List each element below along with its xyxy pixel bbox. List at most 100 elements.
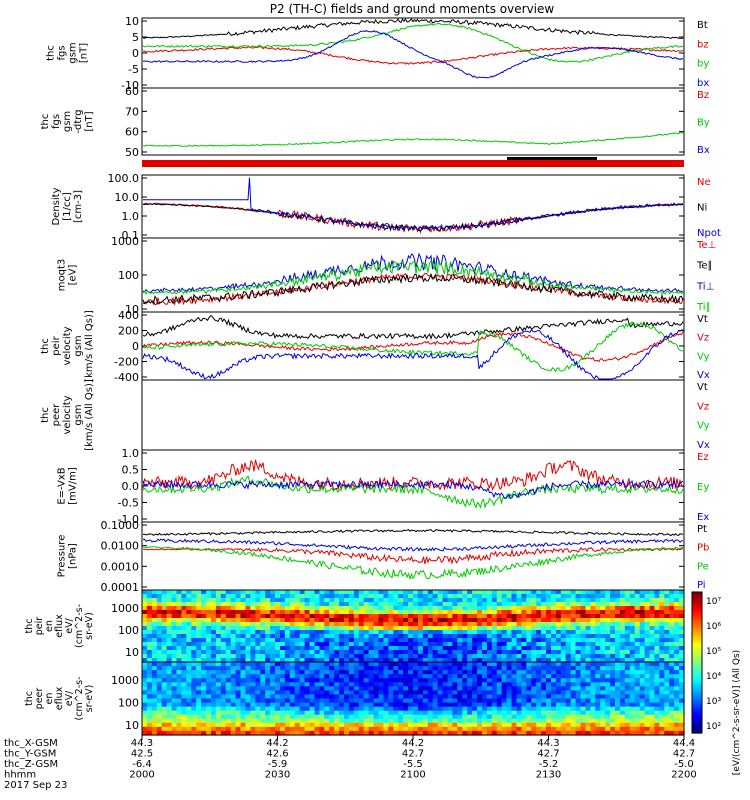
spectrogram-cell [206, 650, 212, 655]
spectrogram-cell [422, 666, 429, 671]
spectrogram-cell [452, 662, 458, 667]
spectrogram-cell [250, 594, 256, 599]
spectrogram-cell [575, 678, 582, 683]
spectrogram-cell [595, 670, 601, 675]
spectrogram-cell [442, 626, 449, 631]
spectrogram-cell [294, 626, 301, 631]
spectrogram-cell [565, 702, 572, 708]
spectrogram-cell [565, 730, 572, 736]
spectrogram-cell [353, 706, 360, 712]
spectrogram-cell [324, 682, 330, 687]
spectrogram-cell [639, 594, 646, 599]
spectrogram-cell [575, 602, 582, 607]
spectrogram-cell [619, 670, 626, 675]
spectrogram-cell [388, 606, 394, 611]
legend-bz: bz [697, 39, 709, 50]
spectrogram-cell [477, 658, 483, 663]
legend-ne: Ne [697, 177, 711, 188]
spectrogram-cell [156, 658, 163, 663]
spectrogram-cell [610, 626, 616, 631]
spectrogram-cell [511, 706, 517, 712]
spectrogram-cell [639, 718, 646, 724]
spectrogram-cell [142, 678, 148, 683]
y-tick-label: 0.0100 [101, 540, 140, 553]
x-axis-row-label: 2017 Sep 23 [4, 780, 67, 791]
spectrogram-cell [275, 654, 281, 659]
spectrogram-cell [151, 606, 158, 611]
spectrogram-cell [294, 618, 301, 623]
spectrogram-cell [358, 690, 365, 696]
spectrogram-cell [634, 614, 641, 619]
spectrogram-cell [206, 714, 212, 720]
spectrogram-cell [319, 610, 325, 615]
spectrogram-cell [595, 646, 601, 651]
spectrogram-cell [383, 730, 389, 736]
spectrogram-cell [388, 618, 394, 623]
x-tick-label: -5.9 [268, 759, 288, 770]
spectrogram-cell [166, 626, 173, 631]
spectrogram-cell [659, 610, 665, 615]
spectrogram-cell [432, 726, 439, 732]
spectrogram-cell [413, 646, 419, 651]
spectrogram-cell [644, 658, 651, 663]
spectrogram-cell [304, 690, 311, 696]
spectrogram-cell [491, 618, 498, 623]
spectrogram-cell [294, 614, 301, 619]
spectrogram-cell [634, 698, 641, 704]
spectrogram-cell [166, 594, 173, 599]
spectrogram-cell [408, 638, 414, 643]
spectrogram-cell [171, 590, 178, 595]
spectrogram-cell [467, 710, 473, 716]
spectrogram-cell [472, 654, 478, 659]
spectrogram-cell [339, 682, 345, 687]
spectrogram-cell [398, 682, 404, 687]
spectrogram-cell [575, 702, 582, 708]
spectrogram-cell [526, 726, 532, 732]
spectrogram-cell [570, 686, 577, 691]
spectrogram-cell [536, 726, 542, 732]
spectrogram-cell [501, 670, 508, 675]
spectrogram-cell [472, 598, 478, 603]
spectrogram-cell [201, 694, 207, 700]
spectrogram-cell [408, 662, 414, 667]
spectrogram-cell [442, 602, 449, 607]
spectrogram-cell [309, 590, 315, 595]
spectrogram-cell [339, 702, 345, 708]
spectrogram-cell [171, 654, 178, 659]
spectrogram-cell [176, 650, 182, 655]
spectrogram-cell [639, 614, 646, 619]
spectrogram-cell [230, 590, 237, 595]
spectrogram-cell [358, 614, 365, 619]
spectrogram-cell [206, 682, 212, 687]
spectrogram-cell [605, 594, 611, 599]
spectrogram-cell [220, 730, 227, 736]
spectrogram-cell [161, 666, 168, 671]
spectrogram-cell [270, 710, 276, 716]
spectrogram-cell [206, 606, 212, 611]
legend-ey: Ey [697, 482, 709, 493]
spectrogram-cell [373, 666, 380, 671]
spectrogram-cell [161, 710, 168, 716]
spectrogram-cell [393, 606, 399, 611]
spectrogram-cell [265, 630, 271, 635]
spectrogram-cell [206, 678, 212, 683]
spectrogram-cell [501, 634, 508, 639]
spectrogram-cell [250, 682, 256, 687]
spectrogram-cell [565, 630, 572, 635]
y-axis-label: peer [51, 403, 62, 427]
spectrogram-cell [196, 602, 202, 607]
spectrogram-cell [146, 710, 153, 716]
spectrogram-cell [595, 694, 601, 700]
spectrogram-cell [521, 726, 527, 732]
spectrogram-cell [191, 650, 197, 655]
spectrogram-cell [486, 610, 493, 615]
spectrogram-cell [442, 714, 449, 720]
spectrogram-cell [437, 686, 444, 691]
spectrogram-cell [452, 610, 458, 615]
panel-frame [141, 237, 685, 313]
spectrogram-cell [408, 606, 414, 611]
spectrogram-cell [496, 658, 503, 663]
spectrogram-cell [151, 674, 158, 679]
y-axis-label: E=-VxB [57, 467, 68, 504]
spectrogram-cell [639, 638, 646, 643]
